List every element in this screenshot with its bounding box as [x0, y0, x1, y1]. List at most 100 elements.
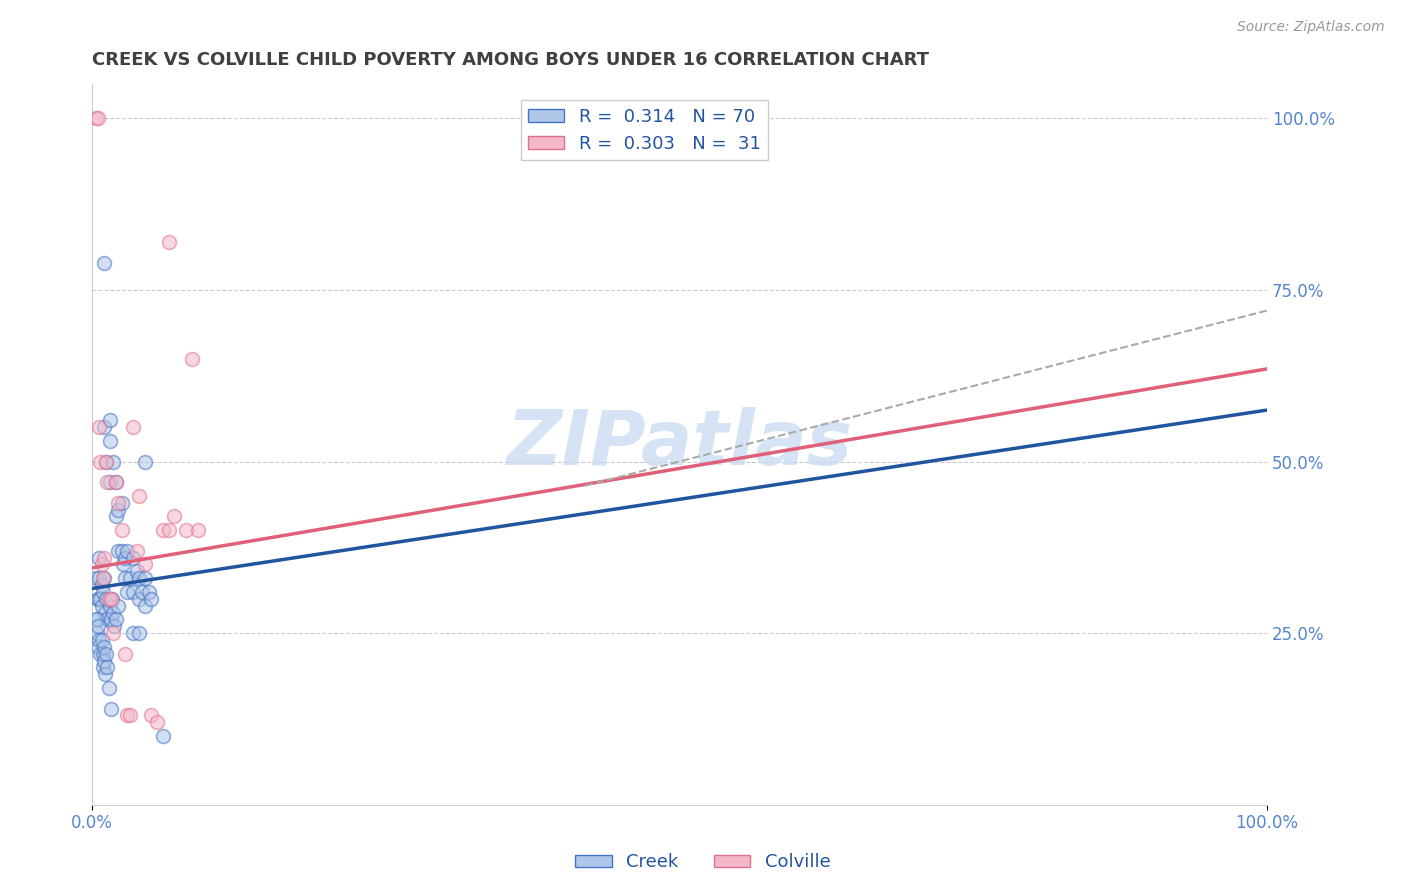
Point — [104, 475, 127, 490]
Point — [97, 591, 120, 606]
Point — [152, 729, 174, 743]
Point — [87, 591, 110, 606]
Point — [91, 647, 114, 661]
Point — [89, 454, 111, 468]
Point — [96, 454, 118, 468]
Point — [128, 626, 150, 640]
Point — [87, 112, 110, 126]
Point — [128, 591, 150, 606]
Point — [104, 475, 127, 490]
Point — [96, 660, 118, 674]
Point — [96, 591, 118, 606]
Point — [90, 632, 112, 647]
Point — [122, 626, 145, 640]
Point — [87, 591, 110, 606]
Text: CREEK VS COLVILLE CHILD POVERTY AMONG BOYS UNDER 16 CORRELATION CHART: CREEK VS COLVILLE CHILD POVERTY AMONG BO… — [93, 51, 929, 69]
Point — [96, 647, 118, 661]
Point — [87, 619, 110, 633]
Point — [131, 585, 153, 599]
Point — [93, 550, 115, 565]
Point — [98, 599, 121, 613]
Point — [110, 496, 132, 510]
Point — [118, 708, 141, 723]
Point — [93, 420, 115, 434]
Point — [91, 585, 114, 599]
Point — [117, 543, 139, 558]
Point — [93, 255, 115, 269]
Point — [96, 475, 118, 490]
Point — [128, 571, 150, 585]
Point — [98, 434, 121, 448]
Point — [146, 715, 169, 730]
Point — [84, 112, 107, 126]
Point — [114, 550, 136, 565]
Point — [93, 640, 115, 654]
Point — [100, 591, 122, 606]
Point — [181, 351, 204, 366]
Point — [87, 612, 110, 626]
Point — [107, 543, 129, 558]
Legend: Creek, Colville: Creek, Colville — [568, 847, 838, 879]
Point — [93, 654, 115, 668]
Point — [104, 612, 127, 626]
Point — [134, 599, 156, 613]
Point — [107, 496, 129, 510]
Point — [103, 626, 125, 640]
Text: Source: ZipAtlas.com: Source: ZipAtlas.com — [1237, 20, 1385, 34]
Point — [122, 585, 145, 599]
Point — [98, 413, 121, 427]
Point — [111, 558, 134, 572]
Point — [110, 543, 132, 558]
Point — [89, 420, 111, 434]
Point — [94, 667, 117, 681]
Point — [90, 578, 112, 592]
Point — [89, 632, 111, 647]
Point — [86, 626, 108, 640]
Point — [101, 591, 124, 606]
Point — [134, 571, 156, 585]
Point — [128, 489, 150, 503]
Point — [157, 523, 180, 537]
Point — [96, 454, 118, 468]
Point — [90, 558, 112, 572]
Point — [117, 708, 139, 723]
Point — [152, 523, 174, 537]
Point — [122, 550, 145, 565]
Point — [93, 571, 115, 585]
Point — [125, 565, 148, 579]
Point — [100, 612, 122, 626]
Point — [84, 571, 107, 585]
Point — [110, 523, 132, 537]
Point — [103, 454, 125, 468]
Point — [91, 571, 114, 585]
Point — [97, 681, 120, 695]
Point — [122, 420, 145, 434]
Point — [114, 647, 136, 661]
Point — [157, 235, 180, 249]
Point — [87, 640, 110, 654]
Point — [89, 591, 111, 606]
Point — [89, 571, 111, 585]
Point — [134, 558, 156, 572]
Point — [100, 701, 122, 715]
Point — [138, 585, 160, 599]
Point — [84, 612, 107, 626]
Point — [96, 612, 118, 626]
Point — [117, 585, 139, 599]
Point — [89, 550, 111, 565]
Point — [103, 619, 125, 633]
Point — [107, 599, 129, 613]
Point — [118, 571, 141, 585]
Point — [163, 509, 186, 524]
Point — [89, 647, 111, 661]
Point — [114, 571, 136, 585]
Point — [103, 606, 125, 620]
Point — [90, 599, 112, 613]
Legend: R =  0.314   N = 70, R =  0.303   N =  31: R = 0.314 N = 70, R = 0.303 N = 31 — [520, 101, 768, 160]
Point — [134, 454, 156, 468]
Point — [91, 660, 114, 674]
Point — [139, 708, 162, 723]
Point — [174, 523, 197, 537]
Point — [107, 502, 129, 516]
Point — [104, 509, 127, 524]
